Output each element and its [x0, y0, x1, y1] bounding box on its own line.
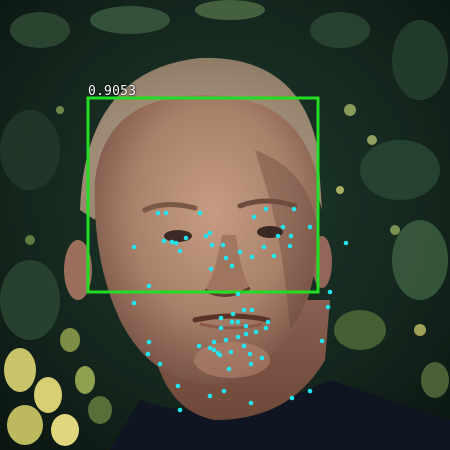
landmark-point	[203, 233, 209, 239]
landmark-point	[319, 338, 325, 344]
landmark-point	[131, 300, 137, 306]
landmark-point	[229, 319, 235, 325]
landmark-point	[248, 400, 254, 406]
landmark-point	[287, 243, 293, 249]
landmark-point	[211, 347, 217, 353]
landmark-point	[307, 388, 313, 394]
landmark-point	[229, 263, 235, 269]
foliage-bright-leaves	[4, 328, 449, 446]
landmark-point	[241, 307, 247, 313]
landmark-point	[243, 323, 249, 329]
landmark-point	[207, 345, 213, 351]
landmark-point	[207, 230, 213, 236]
landmark-point	[265, 319, 271, 325]
landmark-point	[177, 407, 183, 413]
landmark-point	[221, 388, 227, 394]
landmark-point	[247, 351, 253, 357]
landmark-point	[343, 240, 349, 246]
mouth	[192, 313, 271, 323]
landmark-point	[173, 240, 179, 246]
landmark-point	[155, 210, 161, 216]
landmark-point	[263, 325, 269, 331]
lower-lip	[199, 322, 263, 330]
landmark-point	[177, 248, 183, 254]
landmark-point	[161, 238, 167, 244]
nose	[205, 235, 250, 295]
landmark-point	[243, 331, 249, 337]
landmark-point	[235, 291, 241, 297]
landmark-point	[289, 395, 295, 401]
landmark-point	[220, 242, 226, 248]
chin	[194, 342, 270, 378]
landmark-point	[175, 383, 181, 389]
landmark-point	[146, 339, 152, 345]
landmark-point	[325, 304, 331, 310]
landmark-point	[235, 319, 241, 325]
landmark-point	[157, 361, 163, 367]
left-ear	[64, 240, 92, 300]
landmark-point	[218, 325, 224, 331]
landmark-point	[211, 339, 217, 345]
landmark-point	[235, 334, 241, 340]
landmark-point	[259, 355, 265, 361]
landmark-point	[228, 349, 234, 355]
face-shadow	[255, 150, 318, 330]
landmark-point	[215, 350, 221, 356]
landmark-point	[271, 253, 277, 259]
landmark-point	[253, 329, 259, 335]
landmark-point	[169, 239, 175, 245]
landmark-point	[146, 283, 152, 289]
landmark-point	[196, 343, 202, 349]
landmark-point	[145, 351, 151, 357]
landmark-point	[163, 210, 169, 216]
landmark-point	[249, 307, 255, 313]
shirt	[110, 380, 450, 450]
landmark-point	[218, 315, 224, 321]
landmark-point	[226, 366, 232, 372]
landmark-point	[223, 255, 229, 261]
right-brow	[237, 198, 298, 209]
foliage-highlights	[0, 0, 448, 350]
landmark-point	[223, 337, 229, 343]
landmark-point	[327, 289, 333, 295]
landmark-point	[261, 244, 267, 250]
landmark-point	[208, 266, 214, 272]
landmark-point	[275, 233, 281, 239]
landmark-point	[291, 206, 297, 212]
landmark-point	[288, 233, 294, 239]
landmark-point	[183, 235, 189, 241]
landmark-point	[241, 343, 247, 349]
landmark-point	[197, 210, 203, 216]
landmark-point	[131, 244, 137, 250]
face	[94, 95, 320, 385]
landmark-point	[307, 224, 313, 230]
landmark-point	[248, 361, 254, 367]
facial-landmarks	[131, 206, 349, 413]
landmark-point	[263, 206, 269, 212]
landmark-point	[237, 249, 243, 255]
landmark-point	[207, 393, 213, 399]
face-detection-box	[86, 96, 320, 294]
left-eye	[164, 230, 192, 242]
left-brow	[142, 202, 198, 213]
landmark-point	[251, 214, 257, 220]
landmark-point	[230, 311, 236, 317]
detection-score-label: 0.9053	[88, 84, 137, 99]
landmark-point	[249, 254, 255, 260]
landmark-point	[209, 242, 215, 248]
landmark-point	[280, 224, 286, 230]
